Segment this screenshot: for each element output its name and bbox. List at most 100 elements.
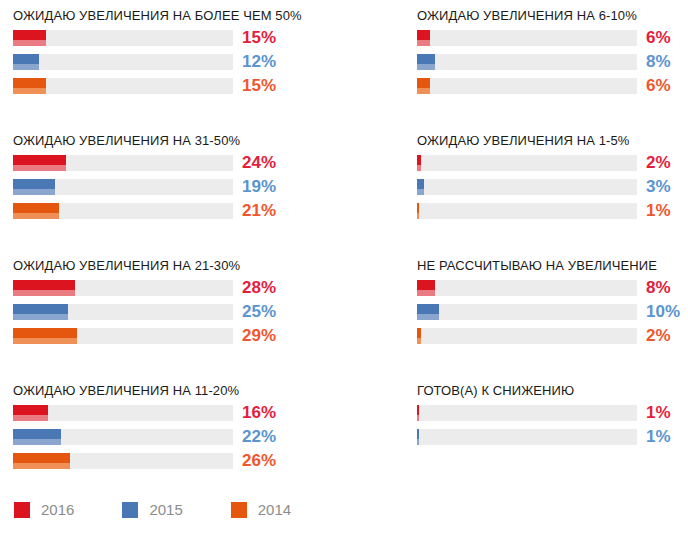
bar-row-2015: 10% [417,304,688,320]
legend-label-2015: 2015 [149,501,182,518]
legend-item-2015: 2015 [122,501,182,518]
bar-track [13,30,233,46]
bar-fill-2015 [417,304,439,320]
bar-fill-2016 [13,30,46,46]
group-title: НЕ РАССЧИТЫВАЮ НА УВЕЛИЧЕНИЕ [417,258,688,273]
value-label-2014: 6% [646,76,688,96]
bar-track [13,453,233,469]
bar-fill-2016 [417,280,435,296]
bar-row-2014: 1% [417,203,688,219]
value-label-2015: 1% [646,427,688,447]
legend-label-2014: 2014 [258,501,291,518]
bar-row-2014: 26% [13,453,302,469]
chart-column-left: ОЖИДАЮ УВЕЛИЧЕНИЯ НА БОЛЕЕ ЧЕМ 50% 15% 1… [13,8,302,508]
bar-fill-2014 [13,328,77,344]
legend-label-2016: 2016 [41,501,74,518]
bar-track [13,280,233,296]
value-label-2015: 25% [242,302,284,322]
bar-fill-2016 [417,30,430,46]
bar-track [417,328,637,344]
bar-row-2014: 15% [13,78,302,94]
bar-fill-2016 [417,405,419,421]
bar-track [417,280,637,296]
bar-track [417,155,637,171]
bar-row-2015: 12% [13,54,302,70]
value-label-2015: 10% [646,302,688,322]
bar-track [13,328,233,344]
chart-column-right: ОЖИДАЮ УВЕЛИЧЕНИЯ НА 6-10% 6% 8% 6% ОЖИД… [417,8,688,508]
bar-track [13,405,233,421]
bar-track [417,304,637,320]
bar-track [13,54,233,70]
bar-row-2014: 6% [417,78,688,94]
bar-track [417,405,637,421]
bar-fill-2016 [13,405,48,421]
value-label-2014: 21% [242,201,284,221]
value-label-2015: 8% [646,52,688,72]
bar-fill-2014 [13,453,70,469]
bar-track [417,179,637,195]
bar-row-2016: 6% [417,30,688,46]
value-label-2014: 1% [646,201,688,221]
legend-swatch-2014 [231,502,247,518]
bar-fill-2016 [417,155,421,171]
group-title: ОЖИДАЮ УВЕЛИЧЕНИЯ НА 21-30% [13,258,302,273]
value-label-2016: 15% [242,28,284,48]
bar-row-2016: 28% [13,280,302,296]
bar-track [417,30,637,46]
bar-row-2016: 2% [417,155,688,171]
bar-fill-2015 [417,54,435,70]
value-label-2016: 24% [242,153,284,173]
chart-legend: 2016 2015 2014 [14,501,291,518]
bar-fill-2016 [13,155,66,171]
bar-row-2016: 15% [13,30,302,46]
bar-fill-2015 [13,54,39,70]
group-ready-for-decrease: ГОТОВ(А) К СНИЖЕНИЮ 1% 1% [417,383,688,508]
bar-row-2015: 19% [13,179,302,195]
group-increase-21-30: ОЖИДАЮ УВЕЛИЧЕНИЯ НА 21-30% 28% 25% 29% [13,258,302,383]
bar-track [417,54,637,70]
bar-row-2015: 25% [13,304,302,320]
bar-track [13,179,233,195]
group-title: ОЖИДАЮ УВЕЛИЧЕНИЯ НА 1-5% [417,133,688,148]
group-title: ОЖИДАЮ УВЕЛИЧЕНИЯ НА 31-50% [13,133,302,148]
bar-row-2015: 3% [417,179,688,195]
group-title: ГОТОВ(А) К СНИЖЕНИЮ [417,383,688,398]
bar-fill-2015 [417,429,419,445]
bar-fill-2015 [417,179,424,195]
value-label-2015: 3% [646,177,688,197]
value-label-2016: 8% [646,278,688,298]
value-label-2015: 22% [242,427,284,447]
bar-track [13,155,233,171]
group-increase-1-5: ОЖИДАЮ УВЕЛИЧЕНИЯ НА 1-5% 2% 3% 1% [417,133,688,258]
group-increase-11-20: ОЖИДАЮ УВЕЛИЧЕНИЯ НА 11-20% 16% 22% 26% [13,383,302,508]
value-label-2015: 19% [242,177,284,197]
value-label-2014: 29% [242,326,284,346]
bar-fill-2014 [13,78,46,94]
group-no-increase-expected: НЕ РАССЧИТЫВАЮ НА УВЕЛИЧЕНИЕ 8% 10% 2% [417,258,688,383]
value-label-2016: 16% [242,403,284,423]
bar-fill-2015 [13,304,68,320]
bar-track [417,203,637,219]
value-label-2016: 28% [242,278,284,298]
value-label-2015: 12% [242,52,284,72]
bar-fill-2014 [13,203,59,219]
group-title: ОЖИДАЮ УВЕЛИЧЕНИЯ НА 6-10% [417,8,688,23]
value-label-2016: 2% [646,153,688,173]
bar-track [13,78,233,94]
value-label-2014: 2% [646,326,688,346]
legend-swatch-2015 [122,502,138,518]
group-increase-over-50: ОЖИДАЮ УВЕЛИЧЕНИЯ НА БОЛЕЕ ЧЕМ 50% 15% 1… [13,8,302,133]
group-increase-6-10: ОЖИДАЮ УВЕЛИЧЕНИЯ НА 6-10% 6% 8% 6% [417,8,688,133]
legend-item-2014: 2014 [231,501,291,518]
bar-row-2015: 1% [417,429,688,445]
value-label-2016: 1% [646,403,688,423]
bar-fill-2015 [13,429,61,445]
value-label-2014: 15% [242,76,284,96]
legend-swatch-2016 [14,502,30,518]
bar-track [13,304,233,320]
bar-fill-2014 [417,328,421,344]
bar-track [13,429,233,445]
bar-row-2014: 21% [13,203,302,219]
bar-row-2015: 8% [417,54,688,70]
